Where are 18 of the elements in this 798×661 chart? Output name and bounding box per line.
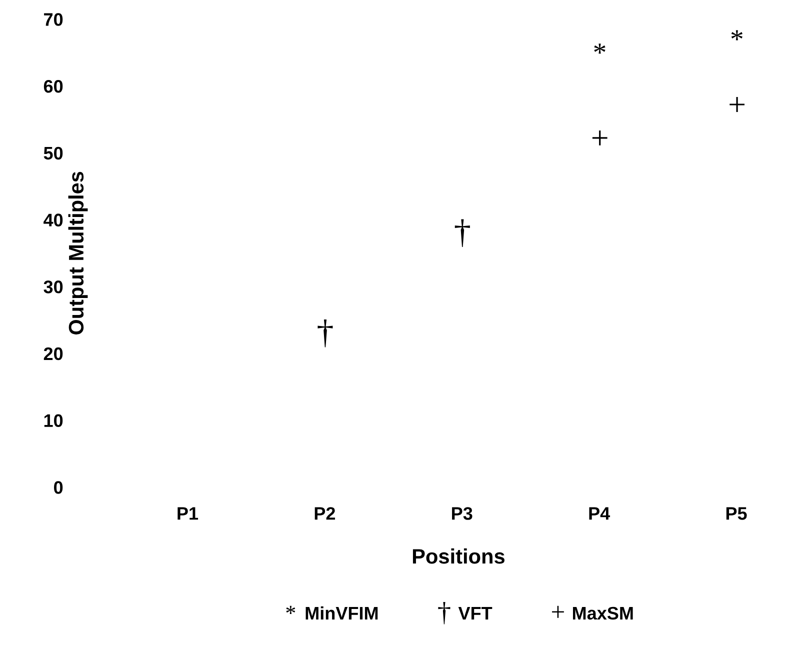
x-tick-label: P2 <box>314 507 336 520</box>
y-tick-label: 70 <box>44 13 63 26</box>
x-axis-title: Positions <box>412 548 504 564</box>
legend-label: VFT <box>458 607 492 620</box>
x-tick-label: P5 <box>726 507 747 520</box>
y-tick-label: 0 <box>54 481 63 494</box>
y-tick-label: 30 <box>44 280 63 294</box>
y-tick-label: 40 <box>44 214 63 226</box>
y-tick-label: 10 <box>44 414 63 428</box>
y-tick-label: 20 <box>44 347 63 360</box>
y-tick-label: 60 <box>44 80 63 93</box>
legend-label: MinVFIM <box>306 606 378 620</box>
legend-label: MaxSM <box>572 606 633 620</box>
y-axis-title: Output Multiples <box>68 172 88 334</box>
y-tick-label: 50 <box>44 146 63 160</box>
x-tick-label: P4 <box>589 507 610 520</box>
x-tick-label: P3 <box>452 507 472 520</box>
x-tick-label: P1 <box>178 507 198 520</box>
